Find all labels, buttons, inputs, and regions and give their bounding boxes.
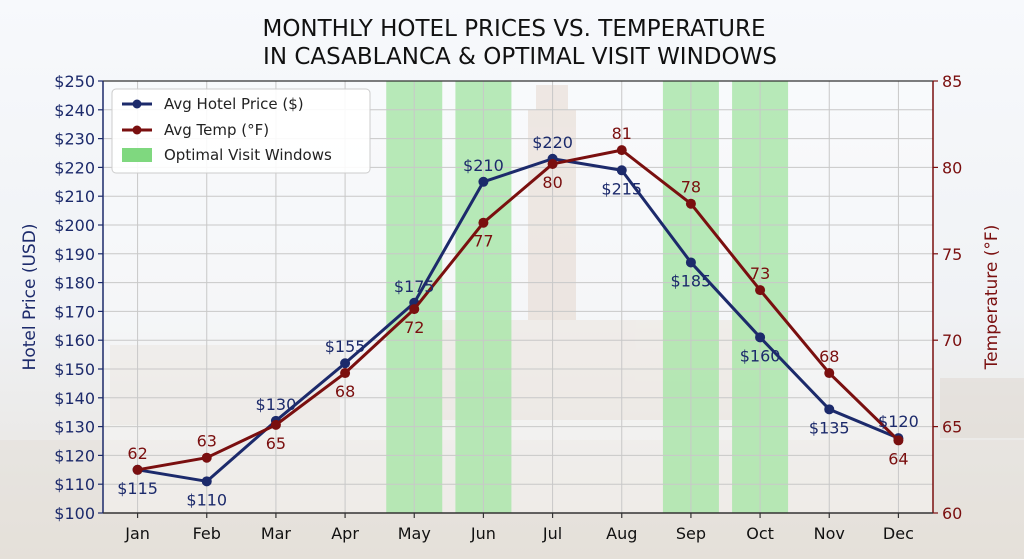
temp-label-jun: 77	[473, 232, 493, 251]
x-tick-label-sep: Sep	[676, 524, 706, 543]
right-axis-title: Temperature (°F)	[982, 225, 1002, 371]
right-tick-label: 65	[942, 418, 962, 437]
left-tick-label: $250	[54, 72, 95, 91]
left-tick-label: $190	[54, 245, 95, 264]
legend-price-label: Avg Hotel Price ($)	[164, 95, 304, 113]
left-tick-label: $100	[54, 504, 95, 523]
right-tick-label: 75	[942, 245, 962, 264]
right-tick-label: 70	[942, 331, 962, 350]
left-tick-label: $110	[54, 475, 95, 494]
x-tick-label-mar: Mar	[261, 524, 292, 543]
price-point-aug	[616, 165, 627, 176]
price-point-apr	[340, 358, 351, 369]
temp-point-apr	[340, 368, 351, 379]
legend-windows-label: Optimal Visit Windows	[164, 146, 332, 164]
temp-point-may	[409, 304, 420, 315]
temp-point-jun	[478, 217, 489, 228]
price-label-jun: $210	[463, 156, 504, 175]
price-label-may: $175	[394, 277, 435, 296]
left-tick-label: $170	[54, 302, 95, 321]
axes-layer: $100 $110 $120 $130 $140 $150 $160 $170 $180 $190…	[54, 72, 962, 543]
temp-label-may: 72	[404, 318, 424, 337]
price-label-aug: $215	[601, 179, 642, 198]
temp-label-dec: 64	[888, 449, 908, 468]
x-tick-label-feb: Feb	[193, 524, 221, 543]
left-axis-title: Hotel Price (USD)	[20, 224, 40, 371]
right-tick-label: 80	[942, 158, 962, 177]
price-point-jun	[478, 176, 489, 187]
left-tick-label: $220	[54, 158, 95, 177]
legend-temp-label: Avg Temp (°F)	[164, 121, 269, 139]
price-label-mar: $130	[256, 395, 297, 414]
background-mosque-silhouette	[0, 85, 1024, 559]
left-tick-label: $200	[54, 216, 95, 235]
legend-windows-swatch	[122, 148, 152, 162]
left-tick-label: $130	[54, 418, 95, 437]
x-tick-label-nov: Nov	[814, 524, 845, 543]
temp-point-nov	[824, 368, 835, 379]
chart-title-line-2: IN CASABLANCA & OPTIMAL VISIT WINDOWS	[263, 44, 777, 70]
price-label-oct: $160	[740, 346, 781, 365]
temp-point-aug	[616, 145, 627, 156]
temp-label-sep: 78	[681, 178, 701, 197]
left-tick-label: $150	[54, 360, 95, 379]
x-tick-label-jan: Jan	[124, 524, 150, 543]
temp-label-nov: 68	[819, 347, 839, 366]
x-tick-label-aug: Aug	[606, 524, 637, 543]
x-tick-label-may: May	[398, 524, 431, 543]
chart-title-line-1: MONTHLY HOTEL PRICES VS. TEMPERATURE	[262, 16, 765, 42]
price-label-dec: $120	[878, 412, 919, 431]
left-tick-label: $240	[54, 101, 95, 120]
price-label-nov: $135	[809, 418, 850, 437]
temp-label-mar: 65	[266, 434, 286, 453]
left-tick-label: $140	[54, 389, 95, 408]
legend: Avg Hotel Price ($) Avg Temp (°F) Optima…	[111, 88, 371, 174]
temp-point-feb	[201, 452, 212, 463]
temp-point-oct	[755, 285, 766, 296]
price-label-feb: $110	[186, 490, 227, 509]
left-tick-label: $180	[54, 274, 95, 293]
price-label-jul: $220	[532, 133, 573, 152]
temp-point-jan	[132, 464, 143, 475]
legend-box	[111, 88, 371, 174]
series-layer	[132, 145, 904, 487]
temp-point-sep	[685, 198, 696, 209]
left-tick-label: $160	[54, 331, 95, 350]
price-point-oct	[755, 332, 766, 343]
temp-label-apr: 68	[335, 382, 355, 401]
legend-temp-marker	[132, 125, 142, 135]
left-tick-label: $120	[54, 446, 95, 465]
temp-point-jul	[547, 158, 558, 169]
temp-point-mar	[270, 419, 281, 430]
price-point-sep	[685, 257, 696, 268]
x-tick-label-jul: Jul	[542, 524, 562, 543]
temp-label-feb: 63	[197, 432, 217, 451]
right-tick-label: 60	[942, 504, 962, 523]
temp-label-jan: 62	[127, 444, 147, 463]
temp-label-oct: 73	[750, 264, 770, 283]
right-tick-label: 85	[942, 72, 962, 91]
x-tick-label-apr: Apr	[331, 524, 359, 543]
legend-price-marker	[132, 99, 142, 109]
price-point-nov	[824, 404, 835, 415]
price-point-feb	[201, 476, 212, 487]
price-label-sep: $185	[671, 271, 712, 290]
price-label-jan: $115	[117, 479, 158, 498]
temp-label-aug: 81	[612, 124, 632, 143]
x-tick-label-dec: Dec	[883, 524, 914, 543]
x-tick-label-oct: Oct	[746, 524, 774, 543]
price-label-apr: $155	[325, 337, 366, 356]
x-tick-label-jun: Jun	[470, 524, 496, 543]
left-tick-label: $210	[54, 187, 95, 206]
temp-label-jul: 80	[542, 173, 562, 192]
temp-series-line	[137, 148, 900, 472]
left-tick-label: $230	[54, 130, 95, 149]
temp-point-dec	[893, 435, 904, 446]
data-labels-layer: $115 $110 $130 $155 $175 $210 $220 $215 $185 $160…	[117, 124, 919, 509]
